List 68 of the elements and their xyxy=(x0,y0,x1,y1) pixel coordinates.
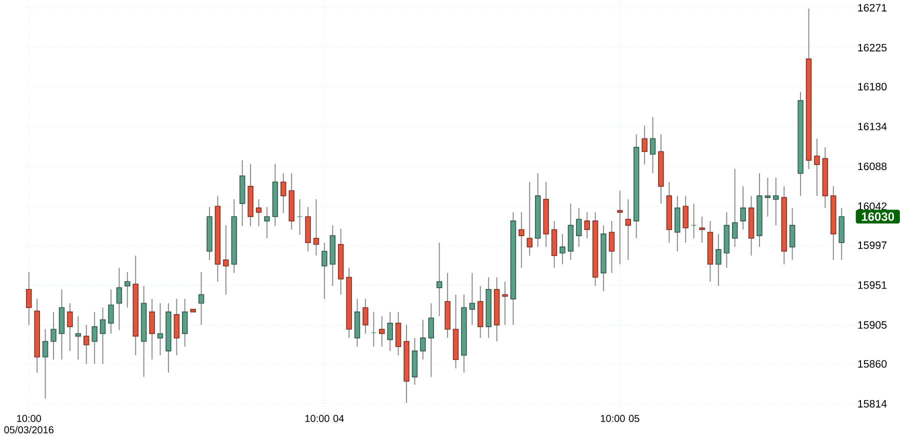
candlestick xyxy=(518,212,524,268)
text: 16030 xyxy=(862,212,894,221)
candlestick xyxy=(699,216,705,244)
candlestick xyxy=(469,272,476,326)
candlestick xyxy=(732,168,738,248)
y-tick-label: 15814 xyxy=(858,400,887,408)
candlestick xyxy=(773,177,779,226)
x-tick-label: 10:00 05/03/2016 xyxy=(4,414,54,434)
y-tick-label: 16042 xyxy=(858,202,886,210)
candlestick xyxy=(642,125,648,166)
candlestick xyxy=(264,206,270,239)
candlestick xyxy=(379,316,385,348)
candlestick xyxy=(75,316,82,360)
y-tick-label: 16180 xyxy=(858,82,887,90)
candlestick xyxy=(124,272,130,308)
candlestick xyxy=(436,242,442,317)
candlestick xyxy=(100,307,106,364)
candlestick xyxy=(362,298,368,334)
candlestick xyxy=(560,233,566,265)
candlestick xyxy=(625,198,632,260)
candlestick xyxy=(182,298,188,348)
candlestick xyxy=(174,298,180,356)
candlestick xyxy=(395,311,402,356)
candlestick xyxy=(740,186,746,230)
candlestick xyxy=(608,220,615,274)
x-tick-label: 10:00 05 xyxy=(600,414,640,422)
candlestick xyxy=(116,267,122,331)
candlestick xyxy=(584,212,590,239)
candlestick xyxy=(690,203,697,239)
candlestick xyxy=(789,207,796,260)
y-tick-label: 15951 xyxy=(858,281,887,289)
candlestick xyxy=(716,233,722,286)
x-tick-label: 10:00 04 xyxy=(305,414,344,422)
candlestick xyxy=(50,311,56,360)
candlestick xyxy=(67,302,73,352)
y-tick-label: 15997 xyxy=(858,241,886,249)
candlestick xyxy=(108,288,114,334)
candlestick xyxy=(814,138,820,196)
candlestick xyxy=(526,181,533,256)
candlestick xyxy=(256,198,262,227)
y-tick-label: 16088 xyxy=(858,162,887,170)
y-tick-label: 15860 xyxy=(858,360,887,368)
candlestick xyxy=(83,324,90,364)
candlestick xyxy=(576,207,582,248)
candlestick xyxy=(682,195,688,244)
candlestick xyxy=(322,242,328,300)
candlestick xyxy=(280,172,286,214)
candlestick xyxy=(223,224,229,296)
candlestick xyxy=(764,177,771,218)
candlestick xyxy=(370,311,377,348)
candlestick xyxy=(617,190,623,265)
candlestick xyxy=(198,272,204,326)
candlestick xyxy=(420,319,426,360)
candlestick xyxy=(296,198,303,236)
candlestick xyxy=(650,116,656,174)
candlestick xyxy=(92,311,98,364)
y-tick-label: 15905 xyxy=(858,321,887,329)
y-tick-label: 16225 xyxy=(858,44,887,52)
candlestick xyxy=(26,272,32,326)
y-tick-label: 16134 xyxy=(858,122,887,130)
candlestick xyxy=(428,302,434,378)
candlestick xyxy=(157,302,164,356)
y-tick-label: 16271 xyxy=(858,4,887,12)
candlestick xyxy=(387,311,393,352)
candlestick xyxy=(149,298,155,360)
candlestick xyxy=(502,281,508,326)
candlestick xyxy=(313,198,320,256)
candlestick xyxy=(42,328,48,400)
